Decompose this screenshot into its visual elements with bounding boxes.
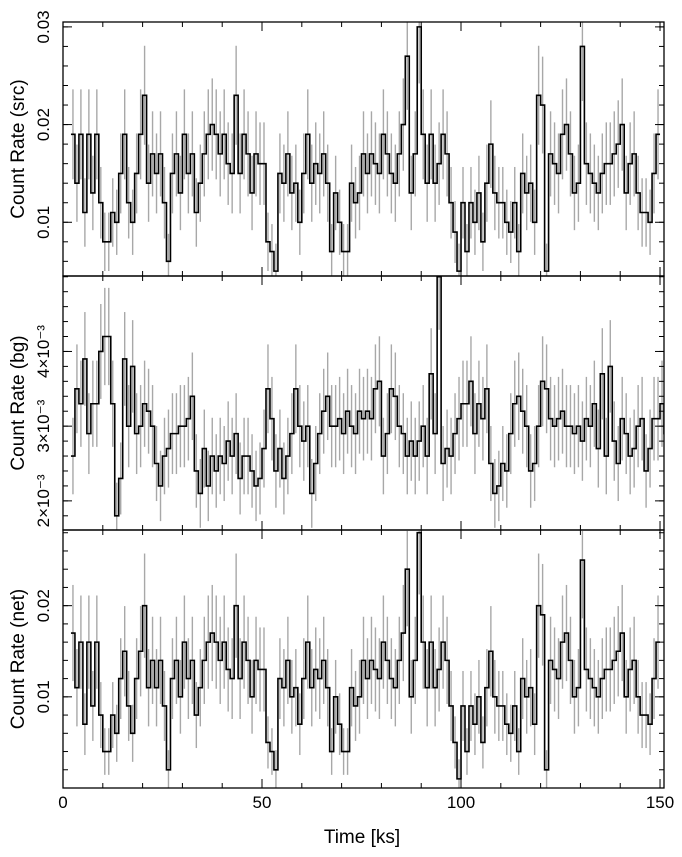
panel-bg: 2×10⁻³ 3×10⁻³ 4×10⁻³ Count Rate (bg)	[8, 275, 665, 531]
panel-plot-area	[70, 530, 661, 788]
x-tick-label: 50	[253, 793, 272, 812]
panel-frame	[62, 529, 665, 789]
y-tick-label: 3×10⁻³	[34, 399, 53, 452]
step-series-net	[70, 531, 661, 780]
y-tick-label: 0.01	[34, 680, 53, 713]
y-axis-label-src: Count Rate (src)	[8, 79, 29, 218]
x-tick-label: 0	[58, 793, 67, 812]
y-tick-label: 4×10⁻³	[34, 325, 53, 378]
panel-net: 0.01 0.02 Count Rate (net)	[8, 529, 665, 789]
y-tick-label: 0.02	[34, 589, 53, 622]
panel-plot-area	[70, 22, 661, 276]
step-series-bg	[70, 276, 664, 517]
step-series-src	[70, 26, 661, 272]
y-tick-label: 0.03	[34, 10, 53, 43]
y-tick-label: 0.02	[34, 108, 53, 141]
y-axis-label-bg: Count Rate (bg)	[8, 335, 29, 470]
x-tick-label: 150	[646, 793, 674, 812]
y-axis-label-net: Count Rate (net)	[8, 589, 29, 729]
panel-plot-area	[70, 276, 664, 530]
x-axis-label: Time [ks]	[324, 827, 400, 848]
y-tick-label: 0.01	[34, 206, 53, 239]
y-tick-label: 2×10⁻³	[34, 474, 53, 527]
x-tick-label: 100	[447, 793, 475, 812]
panels-group: 0.01 0.02 0.03 Count Rate (src) 2×10⁻³ 3×10⁻³…	[8, 10, 674, 812]
panel-src: 0.01 0.02 0.03 Count Rate (src)	[8, 10, 665, 277]
